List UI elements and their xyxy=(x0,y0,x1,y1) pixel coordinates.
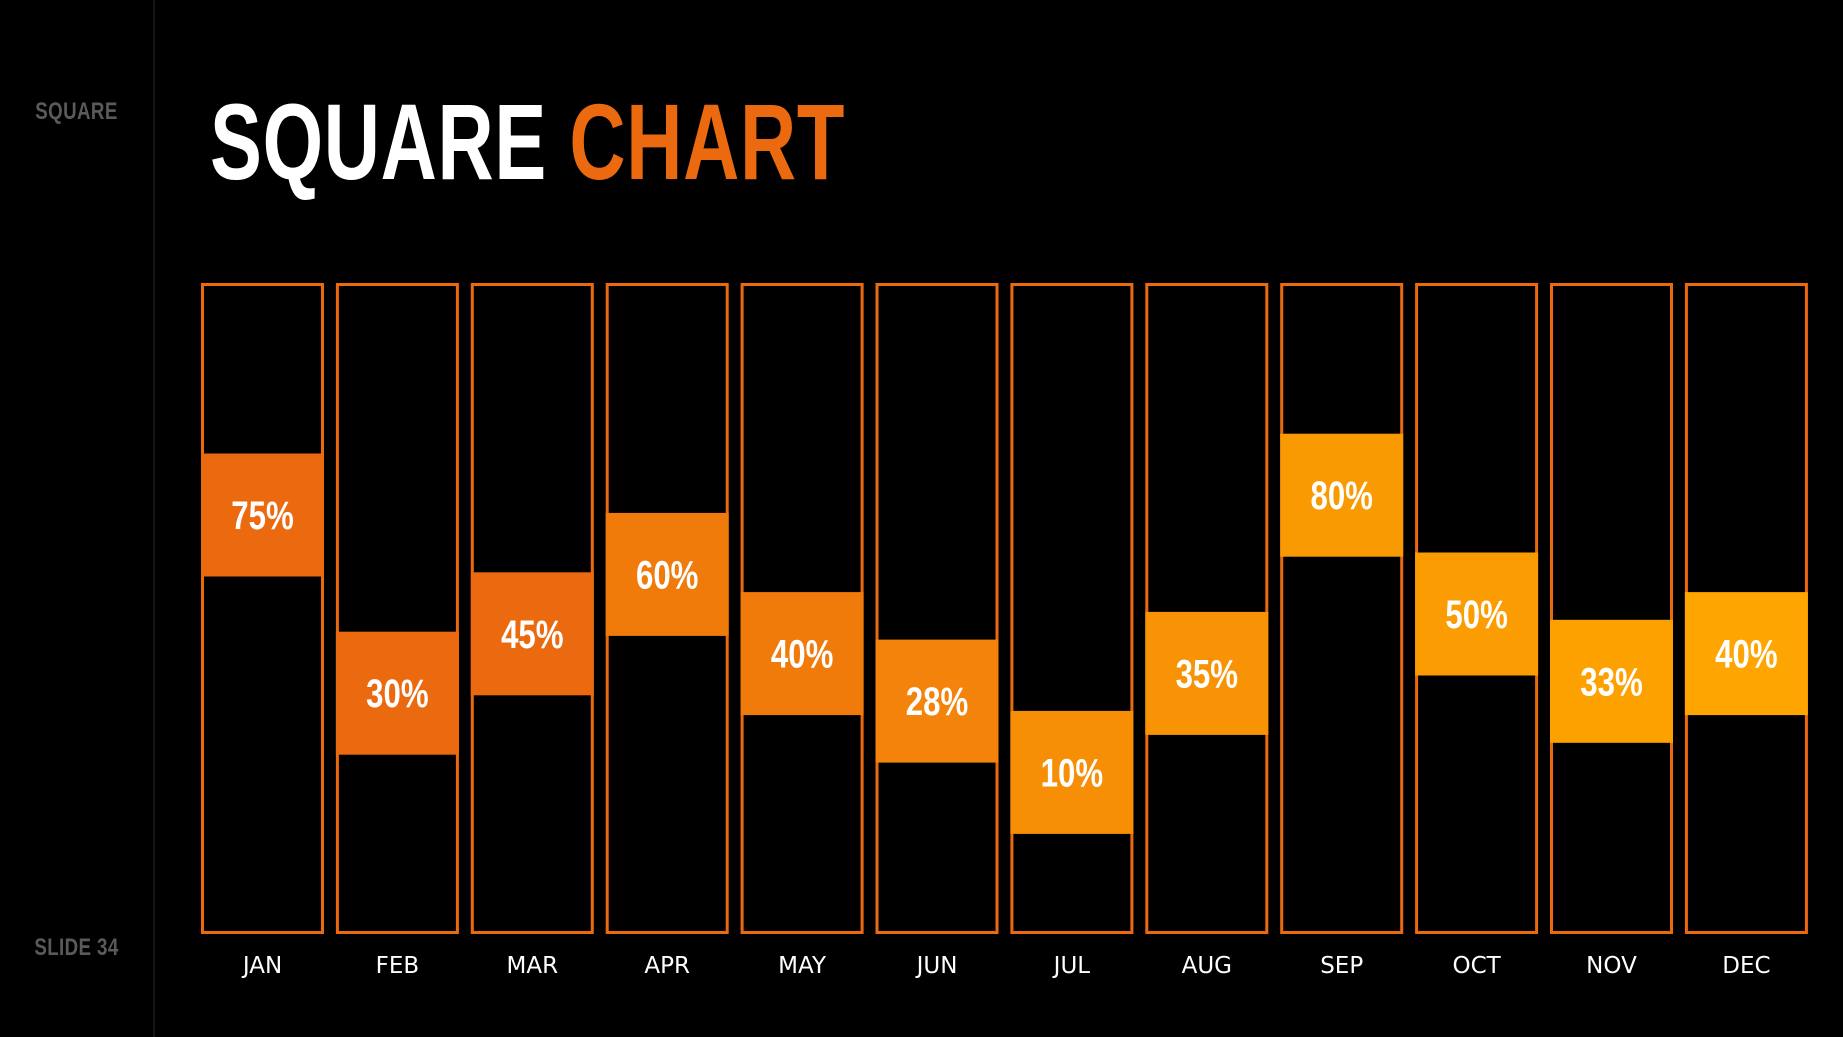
title-word-1: SQUARE xyxy=(210,81,548,202)
bar-value-block xyxy=(1010,710,1134,834)
category-label: MAY xyxy=(778,953,827,979)
bar-group-jul: 10% JUL xyxy=(1010,283,1134,979)
category-label: JUL xyxy=(1052,953,1091,979)
bar-value-block xyxy=(1145,611,1269,735)
data-label: 10% xyxy=(1041,751,1103,796)
category-label: APR xyxy=(644,953,690,979)
category-label: NOV xyxy=(1586,953,1637,979)
bar-group-aug: 35% AUG xyxy=(1145,283,1269,979)
title-word-2: CHART xyxy=(569,81,846,202)
category-label: SEP xyxy=(1320,953,1363,979)
bar-value-block xyxy=(335,631,459,755)
bar-value-block xyxy=(201,453,324,577)
bar-value-block xyxy=(1684,592,1808,716)
slide-number: SLIDE 34 xyxy=(34,934,119,961)
bar-frame xyxy=(1280,283,1404,934)
data-label: 60% xyxy=(636,553,698,598)
sidebar: SQUARE SLIDE 34 xyxy=(0,0,155,1037)
section-label: SQUARE xyxy=(35,98,118,125)
bar-value-block xyxy=(605,512,729,636)
bar-frame xyxy=(875,283,999,934)
data-label: 75% xyxy=(231,493,293,538)
data-label: 28% xyxy=(906,679,968,724)
category-label: JAN xyxy=(241,953,282,979)
bar-value-block xyxy=(1550,619,1673,743)
bar-value-block xyxy=(740,592,864,716)
category-label: AUG xyxy=(1182,953,1232,979)
data-label: 40% xyxy=(771,632,833,677)
data-label: 35% xyxy=(1176,652,1238,697)
bar-value-block xyxy=(1280,433,1404,557)
bar-group-oct: 50% OCT xyxy=(1415,283,1539,979)
bar-group-mar: 45% MAR xyxy=(470,283,594,979)
category-label: FEB xyxy=(376,953,420,979)
bar-frame xyxy=(335,283,459,934)
bar-group-may: 40% MAY xyxy=(740,283,864,979)
slide-title: SQUARE CHART xyxy=(210,88,845,196)
data-label: 80% xyxy=(1310,474,1372,519)
bar-frame xyxy=(1010,283,1134,934)
data-label: 50% xyxy=(1445,592,1507,637)
bar-group-nov: 33% NOV xyxy=(1550,283,1673,979)
data-label: 33% xyxy=(1580,660,1642,705)
bar-frame xyxy=(1550,283,1673,934)
data-label: 40% xyxy=(1715,632,1777,677)
data-label: 30% xyxy=(366,672,428,717)
bar-frame xyxy=(201,283,324,934)
category-label: OCT xyxy=(1452,953,1501,979)
bar-value-block xyxy=(875,639,999,763)
data-label: 45% xyxy=(501,612,563,657)
bar-group-jun: 28% JUN xyxy=(875,283,999,979)
bar-value-block xyxy=(1415,552,1539,676)
bar-group-feb: 30% FEB xyxy=(335,283,459,979)
bar-group-dec: 40% DEC xyxy=(1684,283,1808,979)
bar-group-apr: 60% APR xyxy=(605,283,729,979)
category-label: JUN xyxy=(915,953,958,979)
bar-value-block xyxy=(470,572,594,696)
bar-frame xyxy=(1145,283,1269,934)
bar-group-jan: 75% JAN xyxy=(201,283,324,979)
category-label: MAR xyxy=(507,953,559,979)
category-label: DEC xyxy=(1722,953,1770,979)
bar-group-sep: 80% SEP xyxy=(1280,283,1404,979)
